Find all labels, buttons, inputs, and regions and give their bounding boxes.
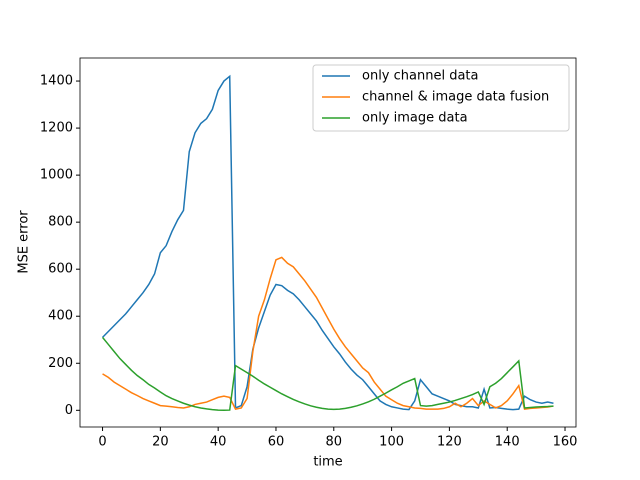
plot-frame [79,57,577,428]
x-tick-label: 100 [379,435,404,450]
legend-label: only image data [362,111,468,126]
legend-box [312,64,570,132]
x-tick-label: 20 [152,435,169,450]
x-tick-label: 80 [326,435,343,450]
y-tick-label: 200 [48,356,73,371]
x-tick-label: 160 [553,435,578,450]
x-tick-label: 60 [268,435,285,450]
series-line [102,256,554,410]
y-tick-label: 800 [48,215,73,230]
x-tick-label: 0 [98,435,106,450]
y-tick-label: 600 [48,262,73,277]
x-tick-label: 40 [210,435,227,450]
x-tick-label: 120 [437,435,462,450]
y-tick-label: 1000 [40,168,73,183]
y-axis-label: MSE error [17,210,32,274]
y-tick-label: 1400 [40,74,73,89]
y-tick-label: 400 [48,309,73,324]
series-line [102,74,554,411]
x-axis-label: time [313,455,342,470]
legend-label: channel & image data fusion [362,90,549,105]
legend-label: only channel data [362,69,479,84]
series-line [101,336,554,412]
y-tick-label: 0 [65,403,73,418]
y-tick-label: 1200 [40,121,73,136]
x-tick-label: 140 [495,435,520,450]
